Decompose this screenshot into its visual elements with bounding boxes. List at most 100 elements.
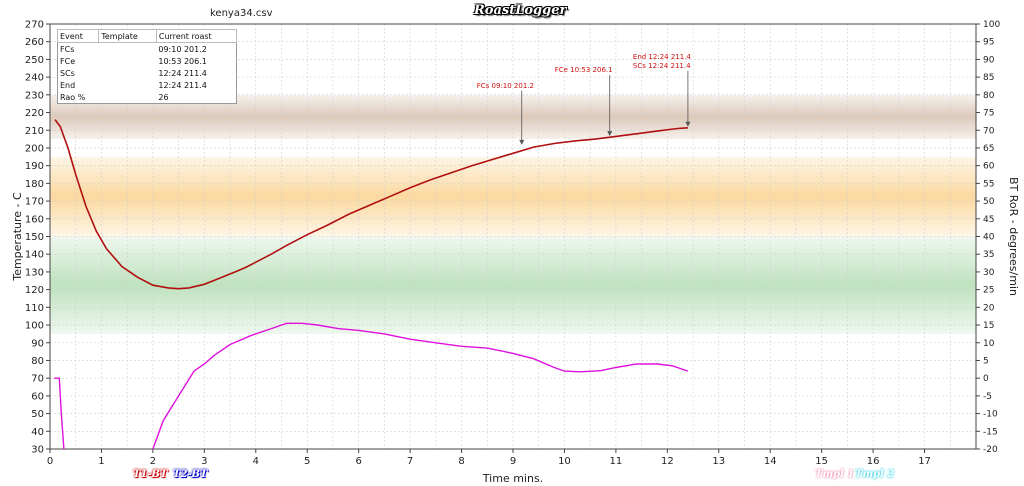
event-name: FCe <box>60 56 76 66</box>
events-table: Event Template Current roast FCs 09:10 2… <box>56 29 238 104</box>
y2-tick-label: 25 <box>983 286 994 296</box>
x-tick-label: 17 <box>918 456 931 467</box>
y-tick-label: 270 <box>25 20 44 31</box>
y2-tick-label: -5 <box>983 392 992 402</box>
x-tick-label: 2 <box>150 456 156 467</box>
y-tick-label: 180 <box>25 179 44 190</box>
y-tick-label: 30 <box>31 445 44 456</box>
y-tick-label: 150 <box>25 232 44 243</box>
y-tick-label: 80 <box>31 356 44 367</box>
y-tick-label: 50 <box>31 409 44 420</box>
x-tick-label: 13 <box>712 456 725 467</box>
table-row: End 12:24 211.4 <box>58 79 237 91</box>
x-tick-label: 6 <box>355 456 361 467</box>
y2-tick-label: 40 <box>983 233 995 243</box>
y2-tick-label: 85 <box>983 73 994 83</box>
y-tick-label: 240 <box>25 73 44 84</box>
events-col-event: Event <box>56 29 100 43</box>
x-tick-label: 8 <box>458 456 464 467</box>
x-tick-label: 3 <box>201 456 207 467</box>
events-col-current: Current roast <box>155 29 238 43</box>
y-tick-label: 40 <box>31 427 44 438</box>
y-tick-label: 110 <box>25 303 44 314</box>
event-annotation-arrowhead <box>607 131 613 137</box>
y2-tick-label: 70 <box>983 126 995 136</box>
bean-temperature-line <box>54 119 688 290</box>
event-annotation-label: End 12:24 211.4 <box>633 53 692 61</box>
y-tick-label: 190 <box>25 161 44 172</box>
table-row: SCs 12:24 211.4 <box>58 67 237 79</box>
y-tick-label: 130 <box>25 267 44 278</box>
event-template <box>99 43 157 56</box>
y2-axis-title: BT RoR - degrees/min <box>1007 177 1020 296</box>
event-current: 09:10 201.2 <box>158 44 207 54</box>
event-annotation-arrowhead <box>685 121 691 127</box>
y-tick-label: 250 <box>25 55 44 66</box>
x-tick-label: 1 <box>98 456 104 467</box>
event-current: 10:53 206.1 <box>158 56 207 66</box>
t2-bt-toggle-button[interactable]: T2-BT <box>173 469 208 480</box>
x-tick-label: 9 <box>510 456 516 467</box>
x-tick-label: 0 <box>47 456 53 467</box>
y2-tick-label: 20 <box>983 303 995 313</box>
event-name: FCs <box>60 44 75 54</box>
y2-tick-label: 95 <box>983 38 994 48</box>
y-tick-label: 70 <box>31 374 44 385</box>
x-tick-label: 14 <box>764 456 777 467</box>
event-annotation-arrowhead <box>519 139 525 145</box>
event-current: 12:24 211.4 <box>158 80 207 90</box>
y2-tick-label: 50 <box>983 197 995 207</box>
y2-tick-label: 35 <box>983 250 994 260</box>
y2-tick-label: 10 <box>983 339 995 349</box>
y2-tick-label: 75 <box>983 109 994 119</box>
x-tick-label: 12 <box>661 456 674 467</box>
y2-tick-label: -20 <box>983 445 998 455</box>
template-1-toggle-button[interactable]: Tmpl 1 <box>815 469 855 480</box>
t1-bt-toggle-button[interactable]: T1-BT <box>133 469 168 480</box>
x-tick-label: 16 <box>867 456 880 467</box>
y2-tick-label: 15 <box>983 321 994 331</box>
x-tick-label: 5 <box>304 456 310 467</box>
rate-of-rise-line <box>54 377 65 450</box>
roastlogger-logo: RoastLogger <box>474 3 567 18</box>
y2-tick-label: 80 <box>983 91 995 101</box>
event-template <box>99 67 157 79</box>
y2-tick-label: -15 <box>983 427 998 437</box>
y-tick-label: 140 <box>25 250 44 261</box>
y2-tick-label: 30 <box>983 268 995 278</box>
y2-tick-label: 0 <box>983 374 989 384</box>
event-name: End <box>60 80 76 90</box>
y-tick-label: 60 <box>31 391 44 402</box>
table-row: FCs 09:10 201.2 <box>58 43 237 56</box>
event-annotation-label: FCe 10:53 206.1 <box>555 66 613 74</box>
y2-tick-label: 65 <box>983 144 994 154</box>
y2-tick-label: 100 <box>983 20 1000 30</box>
y-tick-label: 90 <box>31 338 44 349</box>
x-tick-label: 11 <box>610 456 623 467</box>
x-tick-label: 10 <box>558 456 571 467</box>
y2-tick-label: -10 <box>983 410 998 420</box>
rate-of-rise-line <box>152 322 689 450</box>
y-tick-label: 160 <box>25 214 44 225</box>
events-col-template: Template <box>98 29 157 43</box>
table-row: FCe 10:53 206.1 <box>58 55 237 67</box>
event-annotation-label: FCs 09:10 201.2 <box>477 82 534 90</box>
y2-tick-label: 45 <box>983 215 994 225</box>
x-axis-title: Time mins. <box>482 472 543 485</box>
x-tick-label: 15 <box>815 456 828 467</box>
y2-tick-label: 60 <box>983 162 995 172</box>
y-tick-label: 230 <box>25 90 44 101</box>
y-tick-label: 170 <box>25 197 44 208</box>
y-axis-title: Temperature - C <box>11 192 24 282</box>
y-tick-label: 200 <box>25 143 44 154</box>
y-tick-label: 260 <box>25 37 44 48</box>
x-tick-label: 4 <box>253 456 259 467</box>
event-template <box>99 79 157 91</box>
y-tick-label: 120 <box>25 285 44 296</box>
template-2-toggle-button[interactable]: Tmpl 2 <box>855 469 895 480</box>
y-tick-label: 210 <box>25 126 44 137</box>
event-name: SCs <box>60 68 75 78</box>
event-current: 12:24 211.4 <box>158 68 207 78</box>
